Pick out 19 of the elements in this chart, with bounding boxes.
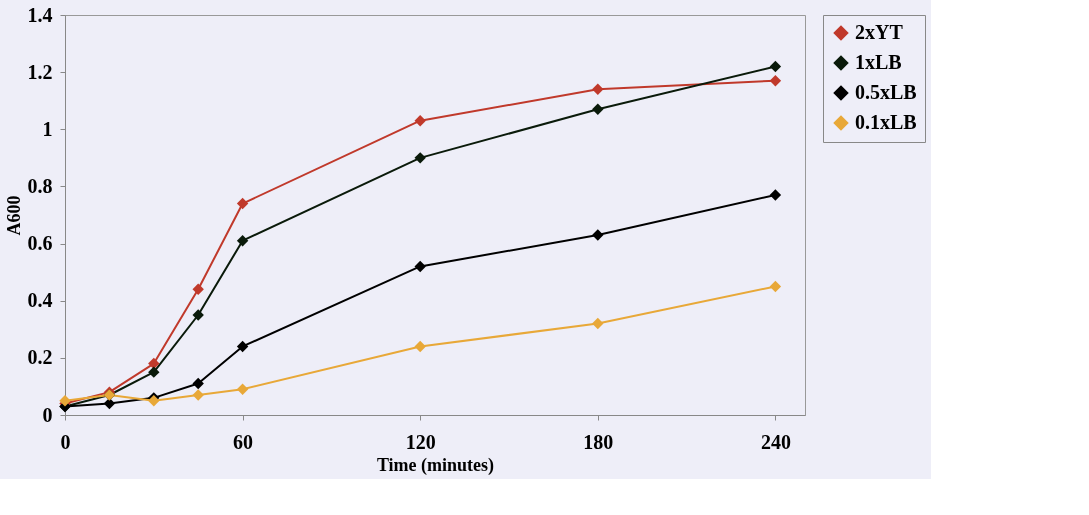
legend-label: 0.1xLB xyxy=(855,111,917,133)
legend-label: 2xYT xyxy=(855,21,904,43)
x-tick-label: 180 xyxy=(583,430,614,453)
y-tick-label: 1 xyxy=(42,117,53,140)
x-axis-title: Time (minutes) xyxy=(376,454,495,476)
y-axis-title: A600 xyxy=(3,195,24,236)
y-tick-label: 0 xyxy=(42,403,53,426)
y-tick-label: 1.4 xyxy=(27,3,53,26)
y-tick-label: 0.8 xyxy=(27,174,53,197)
legend-label: 0.5xLB xyxy=(855,81,917,103)
x-tick-label: 0 xyxy=(60,430,71,453)
y-tick-label: 1.2 xyxy=(27,60,53,83)
x-tick-label: 60 xyxy=(233,430,254,453)
y-tick-label: 0.4 xyxy=(27,289,53,312)
legend-label: 1xLB xyxy=(855,51,902,73)
y-tick-label: 0.2 xyxy=(27,346,53,369)
y-tick-label: 0.6 xyxy=(27,232,53,255)
x-tick-label: 240 xyxy=(760,430,791,453)
x-tick-label: 120 xyxy=(405,430,436,453)
